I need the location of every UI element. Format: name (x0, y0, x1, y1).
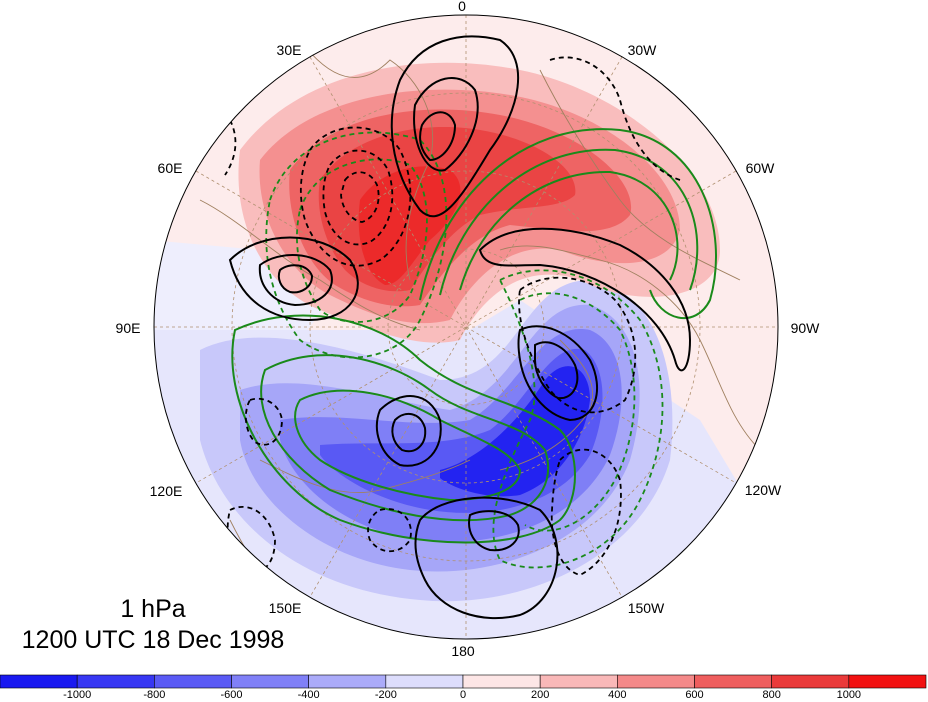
colorbar-tick-label: 200 (531, 689, 549, 701)
colorbar-tick-label: -1000 (63, 689, 91, 701)
lon-label-30w: 30W (628, 42, 658, 58)
lon-label-150w: 150W (628, 600, 665, 616)
lon-label-60e: 60E (158, 160, 183, 176)
map-figure: 0 30W 60W 90W 120W 150W 180 150E 120E 90… (0, 0, 928, 702)
colorbar-tick-label: -200 (375, 689, 397, 701)
colorbar-tick-label: 400 (608, 689, 626, 701)
colorbar-tick-label: -600 (220, 689, 242, 701)
level-label: 1 hPa (120, 595, 185, 623)
colorbar-swatch (695, 675, 772, 688)
colorbar-swatch (617, 675, 694, 688)
lon-label-30e: 30E (277, 42, 302, 58)
colorbar-swatch (77, 675, 154, 688)
colorbar-swatch (309, 675, 386, 688)
lon-label-90w: 90W (791, 320, 821, 336)
lon-label-180: 180 (451, 643, 475, 659)
colorbar-tick-label: 0 (460, 689, 466, 701)
colorbar-swatch (232, 675, 309, 688)
lon-label-90e: 90E (116, 320, 141, 336)
colorbar-labels: -1000 -800 -600 -400 -200 0 200 400 600 800 1000 (63, 689, 861, 701)
lon-label-120e: 120E (150, 483, 183, 499)
colorbar-swatch (849, 675, 926, 688)
colorbar-tick-label: -800 (143, 689, 165, 701)
colorbar-swatch (386, 675, 463, 688)
colorbar-swatch (540, 675, 617, 688)
lon-label-150e: 150E (269, 600, 302, 616)
lon-label-60w: 60W (746, 160, 776, 176)
colorbar-swatch (772, 675, 849, 688)
colorbar (0, 675, 926, 688)
time-label: 1200 UTC 18 Dec 1998 (22, 626, 285, 654)
colorbar-tick-label: 600 (685, 689, 703, 701)
colorbar-swatch (154, 675, 231, 688)
colorbar-tick-label: -400 (298, 689, 320, 701)
colorbar-tick-label: 1000 (837, 689, 861, 701)
lon-label-0: 0 (458, 0, 466, 14)
colorbar-swatch (0, 675, 77, 688)
lon-label-120w: 120W (745, 482, 782, 498)
colorbar-tick-label: 800 (762, 689, 780, 701)
colorbar-swatch (463, 675, 540, 688)
